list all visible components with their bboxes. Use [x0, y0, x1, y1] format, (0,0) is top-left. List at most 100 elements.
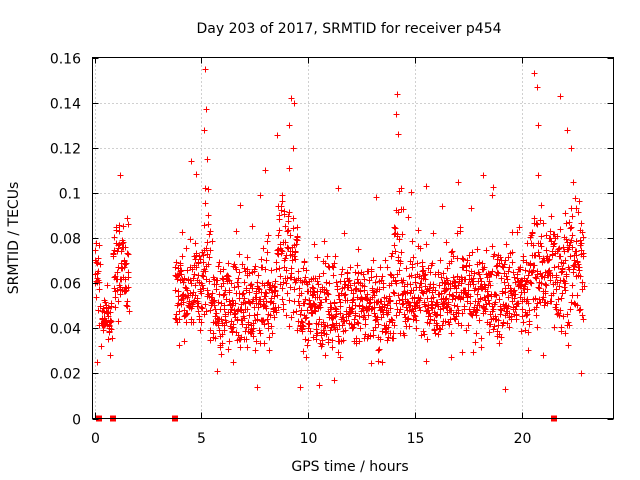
data-point [208, 294, 215, 301]
data-point [426, 310, 433, 317]
data-point [282, 255, 289, 262]
data-point [372, 324, 379, 331]
data-point [374, 299, 381, 306]
data-point [110, 250, 117, 257]
data-point [245, 321, 252, 328]
data-point [515, 300, 522, 307]
data-point [186, 298, 193, 305]
data-point [331, 377, 338, 384]
data-point [437, 326, 444, 333]
data-point [95, 255, 102, 262]
data-point [303, 267, 310, 274]
data-point [180, 279, 187, 286]
data-point [204, 156, 211, 163]
data-point [184, 310, 191, 317]
data-point [491, 251, 498, 258]
data-point [370, 257, 377, 264]
data-point [526, 307, 533, 314]
data-point [399, 231, 406, 238]
data-point [180, 299, 187, 306]
data-point [323, 331, 330, 338]
data-point [576, 198, 583, 205]
data-point [419, 268, 426, 275]
grid-lines [92, 57, 614, 419]
data-point [391, 290, 398, 297]
data-point [522, 267, 529, 274]
data-point [537, 217, 544, 224]
data-point [471, 270, 478, 277]
data-point [550, 290, 557, 297]
data-point [202, 301, 209, 308]
data-point [284, 228, 291, 235]
data-point [441, 300, 448, 307]
data-point [206, 278, 213, 285]
data-point [556, 245, 563, 252]
data-point [542, 288, 549, 295]
data-points [92, 66, 588, 393]
data-point [194, 295, 201, 302]
data-point [355, 270, 362, 277]
data-point [567, 306, 574, 313]
data-point [115, 245, 122, 252]
data-point [567, 225, 574, 232]
data-point [428, 298, 435, 305]
data-point [107, 317, 114, 324]
data-point [493, 292, 500, 299]
data-point [218, 316, 225, 323]
data-point [529, 230, 536, 237]
data-point [193, 171, 200, 178]
data-point [500, 264, 507, 271]
data-point [534, 221, 541, 228]
data-point [576, 267, 583, 274]
data-point [207, 327, 214, 334]
data-point [241, 279, 248, 286]
data-point [181, 338, 188, 345]
data-point [470, 275, 477, 282]
data-point [203, 245, 210, 252]
data-point [116, 228, 123, 235]
data-point [225, 273, 232, 280]
data-point [546, 256, 553, 263]
data-point [397, 306, 404, 313]
data-point [233, 228, 240, 235]
data-point [278, 247, 285, 254]
data-point [302, 336, 309, 343]
data-point [563, 273, 570, 280]
data-point [286, 323, 293, 330]
data-point [177, 268, 184, 275]
data-point [481, 281, 488, 288]
data-point [425, 265, 432, 272]
data-point [221, 291, 228, 298]
data-point [192, 240, 199, 247]
data-point [322, 260, 329, 267]
data-point [533, 220, 540, 227]
data-point [304, 307, 311, 314]
data-point [393, 111, 400, 118]
data-point [553, 274, 560, 281]
data-point [234, 279, 241, 286]
data-point [380, 284, 387, 291]
data-point [378, 298, 385, 305]
data-point [319, 341, 326, 348]
data-point [561, 284, 568, 291]
data-point [273, 259, 280, 266]
data-point [568, 299, 575, 306]
data-point [519, 306, 526, 313]
data-point [543, 247, 550, 254]
data-point [288, 95, 295, 102]
data-point [391, 224, 398, 231]
data-point [390, 330, 397, 337]
data-point [246, 299, 253, 306]
data-point [535, 172, 542, 179]
data-point [107, 352, 114, 359]
data-point [276, 227, 283, 234]
data-point [530, 242, 537, 249]
data-point [117, 172, 124, 179]
y-tick-label: 0.1 [59, 187, 81, 203]
data-point [94, 359, 101, 366]
data-point [543, 282, 550, 289]
data-point [280, 279, 287, 286]
data-point [216, 259, 223, 266]
data-point [237, 202, 244, 209]
